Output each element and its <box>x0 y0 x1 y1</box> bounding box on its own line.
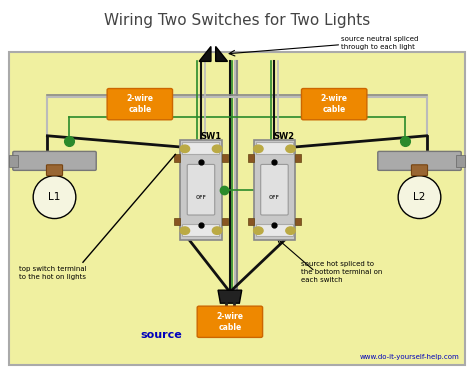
Circle shape <box>180 145 190 153</box>
FancyBboxPatch shape <box>256 224 293 236</box>
FancyBboxPatch shape <box>301 89 367 120</box>
FancyBboxPatch shape <box>411 165 428 176</box>
Polygon shape <box>218 290 242 303</box>
FancyBboxPatch shape <box>222 154 228 162</box>
Text: OFF: OFF <box>196 195 206 200</box>
FancyBboxPatch shape <box>180 140 222 240</box>
Circle shape <box>212 145 222 153</box>
FancyBboxPatch shape <box>261 164 288 215</box>
FancyBboxPatch shape <box>248 154 254 162</box>
FancyBboxPatch shape <box>182 142 219 154</box>
FancyBboxPatch shape <box>9 52 465 365</box>
Text: Wiring Two Switches for Two Lights: Wiring Two Switches for Two Lights <box>104 13 370 28</box>
Text: 2-wire
cable: 2-wire cable <box>217 312 243 332</box>
FancyBboxPatch shape <box>256 142 293 154</box>
Circle shape <box>286 227 295 234</box>
FancyBboxPatch shape <box>174 154 180 162</box>
FancyBboxPatch shape <box>187 164 215 215</box>
Polygon shape <box>216 46 228 61</box>
Text: www.do-it-yourself-help.com: www.do-it-yourself-help.com <box>360 354 460 360</box>
FancyBboxPatch shape <box>248 218 254 225</box>
FancyBboxPatch shape <box>182 224 219 236</box>
Text: 2-wire
cable: 2-wire cable <box>127 94 153 114</box>
FancyBboxPatch shape <box>174 218 180 225</box>
FancyBboxPatch shape <box>46 165 63 176</box>
FancyBboxPatch shape <box>9 155 18 167</box>
Text: SW1: SW1 <box>200 132 221 141</box>
FancyBboxPatch shape <box>295 154 301 162</box>
Ellipse shape <box>33 176 76 219</box>
FancyBboxPatch shape <box>456 155 465 167</box>
FancyBboxPatch shape <box>197 306 263 337</box>
Text: source neutral spliced
through to each light: source neutral spliced through to each l… <box>341 36 419 50</box>
Text: source: source <box>140 330 182 340</box>
FancyBboxPatch shape <box>13 151 96 170</box>
Polygon shape <box>199 46 211 61</box>
FancyBboxPatch shape <box>222 218 228 225</box>
Text: source hot spliced to
the bottom terminal on
each switch: source hot spliced to the bottom termina… <box>301 260 383 283</box>
FancyBboxPatch shape <box>107 89 173 120</box>
FancyBboxPatch shape <box>378 151 461 170</box>
Ellipse shape <box>398 176 441 219</box>
FancyBboxPatch shape <box>295 218 301 225</box>
Text: SW2: SW2 <box>273 132 294 141</box>
Text: 2-wire
cable: 2-wire cable <box>321 94 347 114</box>
Circle shape <box>180 227 190 234</box>
Text: L1: L1 <box>48 192 61 202</box>
Text: OFF: OFF <box>269 195 280 200</box>
Circle shape <box>212 227 222 234</box>
Circle shape <box>286 145 295 153</box>
Text: top switch terminal
to the hot on lights: top switch terminal to the hot on lights <box>19 266 87 280</box>
Circle shape <box>254 145 263 153</box>
Circle shape <box>254 227 263 234</box>
FancyBboxPatch shape <box>254 140 295 240</box>
Text: L2: L2 <box>413 192 426 202</box>
